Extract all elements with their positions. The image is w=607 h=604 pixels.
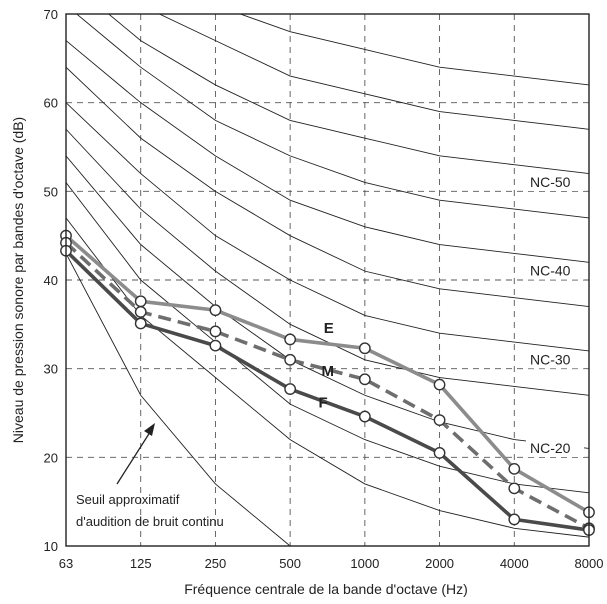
y-tick-label: 30 bbox=[44, 362, 58, 377]
x-tick-label: 500 bbox=[279, 556, 301, 571]
nc-curve bbox=[238, 14, 589, 86]
tick-labels: 63 125 250 500 1000 2000 4000 8000 10 20 30 40 50 60 7… bbox=[44, 7, 604, 571]
nc-curve bbox=[66, 40, 589, 263]
series-point-f bbox=[433, 446, 446, 459]
nc-label-bg bbox=[526, 174, 584, 192]
threshold-curve: Seuil approximatif d'audition de bruit co… bbox=[65, 253, 291, 547]
series-point-f bbox=[134, 317, 147, 330]
nc-curve-label: NC-20 bbox=[530, 440, 571, 456]
nc-curve-label: NC-40 bbox=[530, 263, 571, 279]
series-label-m: M bbox=[322, 363, 335, 380]
series-point-f bbox=[209, 339, 222, 352]
series-label-f: F bbox=[319, 395, 328, 412]
nc-curve-label: NC-50 bbox=[530, 174, 571, 190]
threshold-label-line1: Seuil approximatif bbox=[76, 492, 180, 507]
nc-label-bg bbox=[526, 262, 584, 280]
series-point-f bbox=[508, 513, 521, 526]
series-point-e bbox=[134, 295, 147, 308]
nc-curve bbox=[75, 14, 589, 219]
nc-curve bbox=[158, 14, 589, 130]
x-tick-label: 63 bbox=[59, 556, 73, 571]
x-tick-label: 4000 bbox=[500, 556, 529, 571]
series-point-f bbox=[358, 410, 371, 423]
y-tick-label: 10 bbox=[44, 539, 58, 554]
series-point-m bbox=[433, 414, 446, 426]
nc-label-bg bbox=[526, 351, 584, 369]
series-point-e bbox=[433, 378, 446, 391]
x-axis-title: Fréquence centrale de la bande d'octave … bbox=[184, 581, 468, 597]
plot-frame bbox=[65, 13, 590, 547]
y-tick-label: 50 bbox=[44, 184, 58, 199]
nc-label-bg bbox=[526, 440, 584, 458]
nc-curve bbox=[66, 182, 589, 494]
series-point-m bbox=[508, 482, 521, 495]
x-tick-label: 8000 bbox=[575, 556, 604, 571]
series-point-e bbox=[508, 462, 521, 475]
nc-curve bbox=[107, 14, 589, 175]
x-tick-label: 250 bbox=[205, 556, 227, 571]
y-tick-label: 60 bbox=[44, 96, 58, 111]
series-point-f bbox=[284, 383, 297, 395]
series-line-f bbox=[64, 249, 590, 532]
nc-curve-label: NC-30 bbox=[530, 351, 571, 367]
x-tick-label: 1000 bbox=[350, 556, 379, 571]
nc-curves bbox=[66, 14, 589, 538]
series-point-m bbox=[134, 306, 147, 318]
x-tick-label: 125 bbox=[130, 556, 152, 571]
series-label-e: E bbox=[324, 320, 334, 337]
series-point-e bbox=[284, 333, 297, 346]
threshold-arrow-line bbox=[116, 428, 153, 485]
threshold-label-line2: d'audition de bruit continu bbox=[76, 514, 224, 529]
y-axis-title: Niveau de pression sonore par bandes d'o… bbox=[10, 117, 26, 443]
series-point-m bbox=[284, 353, 297, 366]
threshold-line bbox=[65, 253, 291, 547]
series-point-e bbox=[358, 342, 371, 355]
y-tick-label: 40 bbox=[44, 273, 58, 288]
nc-curve bbox=[66, 102, 589, 352]
y-tick-label: 70 bbox=[44, 7, 58, 22]
series-point-e bbox=[209, 304, 222, 317]
series-point-m bbox=[209, 325, 222, 338]
series-line-e bbox=[64, 234, 590, 514]
chart-labels: NC-50 NC-40 NC-30 NC-20 E MF bbox=[319, 174, 584, 458]
series-point-m bbox=[358, 373, 371, 386]
x-tick-label: 2000 bbox=[425, 556, 454, 571]
nc-curve bbox=[66, 66, 589, 308]
threshold-arrow-head bbox=[144, 423, 155, 436]
y-tick-label: 20 bbox=[44, 450, 58, 465]
plot-border bbox=[65, 13, 590, 547]
series-line-m bbox=[64, 241, 590, 530]
nc-curve bbox=[66, 155, 589, 449]
